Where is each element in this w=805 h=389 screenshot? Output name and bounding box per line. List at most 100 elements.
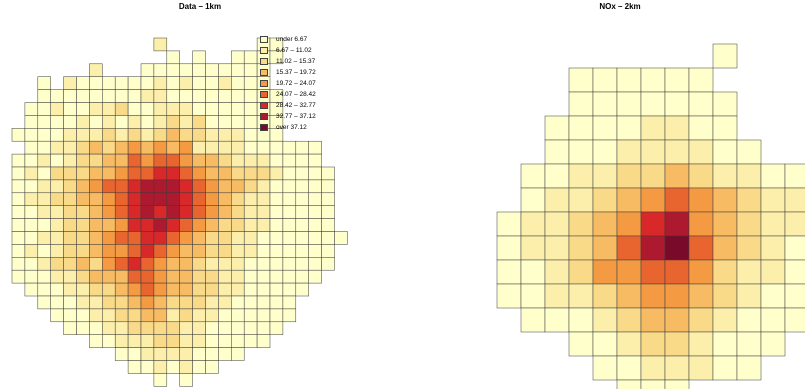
grid-cell — [76, 231, 90, 245]
grid-cell — [63, 115, 77, 129]
grid-cell — [269, 295, 284, 310]
grid-cell — [496, 211, 522, 237]
grid-cell — [205, 257, 219, 271]
grid-cell — [114, 205, 129, 219]
grid-cell — [218, 76, 232, 90]
grid-cell — [712, 259, 738, 285]
grid-cell — [243, 89, 258, 103]
grid-cell — [179, 269, 193, 284]
grid-cell — [127, 140, 142, 155]
grid-cell — [153, 334, 168, 348]
grid-cell — [192, 140, 206, 155]
grid-cell — [179, 244, 193, 258]
grid-cell — [256, 295, 271, 310]
grid-cell — [205, 269, 219, 284]
grid-cell — [688, 115, 714, 141]
grid-cell — [616, 67, 642, 93]
grid-cell — [102, 257, 116, 271]
grid-cell — [192, 192, 206, 206]
grid-cell — [89, 231, 103, 245]
grid-cell — [153, 347, 168, 361]
grid-cell — [192, 50, 206, 65]
grid-cell — [192, 360, 206, 374]
grid-cell — [11, 179, 26, 194]
grid-cell — [24, 115, 39, 129]
grid-cell — [166, 231, 180, 245]
grid-cell — [127, 347, 142, 361]
grid-cell — [205, 244, 219, 258]
grid-cell — [269, 205, 284, 219]
grid-cell — [712, 115, 738, 141]
grid-cell — [269, 218, 284, 232]
grid-cell — [295, 257, 309, 271]
grid-cell — [616, 307, 642, 333]
grid-cell — [784, 307, 805, 333]
grid-cell — [127, 179, 142, 194]
grid-cell — [166, 50, 180, 65]
grid-cell — [63, 218, 77, 232]
grid-cell — [24, 179, 39, 194]
grid-cell — [114, 257, 129, 271]
grid-cell — [243, 205, 258, 219]
grid-cell — [76, 244, 90, 258]
grid-cell — [153, 321, 168, 335]
grid-cell — [37, 244, 51, 258]
grid-cell — [231, 89, 245, 103]
grid-cell — [640, 67, 666, 93]
grid-cell — [102, 76, 116, 90]
grid-cell — [50, 295, 64, 310]
grid-cell — [282, 295, 297, 310]
grid-cell — [76, 321, 90, 335]
grid-cell — [688, 259, 714, 285]
grid-cell — [688, 211, 714, 237]
grid-cell — [179, 166, 193, 181]
grid-cell — [102, 102, 116, 116]
grid-cell — [321, 166, 335, 181]
grid-cell — [736, 187, 762, 213]
grid-cell — [63, 269, 77, 284]
grid-cell — [114, 179, 129, 194]
map-right-2km — [496, 43, 805, 389]
grid-cell — [11, 244, 26, 258]
grid-cell — [640, 115, 666, 141]
grid-cell — [50, 140, 64, 155]
grid-cell — [231, 166, 245, 181]
grid-cell — [153, 257, 168, 271]
grid-cell — [616, 283, 642, 309]
grid-cell — [140, 205, 155, 219]
grid-cell — [192, 231, 206, 245]
grid-cell — [50, 166, 64, 181]
grid-cell — [243, 257, 258, 271]
grid-cell — [102, 115, 116, 129]
grid-cell — [37, 128, 51, 142]
grid-cell — [256, 179, 271, 194]
grid-cell — [37, 205, 51, 219]
grid-cell — [127, 76, 142, 90]
grid-cell — [592, 163, 618, 189]
grid-cell — [321, 218, 335, 232]
grid-cell — [76, 308, 90, 323]
grid-cell — [640, 139, 666, 165]
grid-cell — [243, 192, 258, 206]
grid-cell — [760, 283, 786, 309]
grid-cell — [89, 269, 103, 284]
grid-cell — [205, 231, 219, 245]
grid-cell — [784, 211, 805, 237]
grid-cell — [37, 153, 51, 168]
grid-cell — [140, 115, 155, 129]
grid-cell — [192, 321, 206, 335]
grid-cell — [243, 334, 258, 348]
grid-cell — [63, 308, 77, 323]
grid-cell — [37, 179, 51, 194]
grid-cell — [282, 282, 297, 297]
grid-cell — [102, 269, 116, 284]
grid-cell — [166, 192, 180, 206]
grid-cell — [50, 153, 64, 168]
grid-cell — [736, 163, 762, 189]
grid-cell — [192, 102, 206, 116]
grid-cell — [640, 235, 666, 261]
grid-cell — [616, 331, 642, 357]
grid-cell — [256, 257, 271, 271]
grid-cell — [544, 259, 570, 285]
grid-cell — [127, 269, 142, 284]
